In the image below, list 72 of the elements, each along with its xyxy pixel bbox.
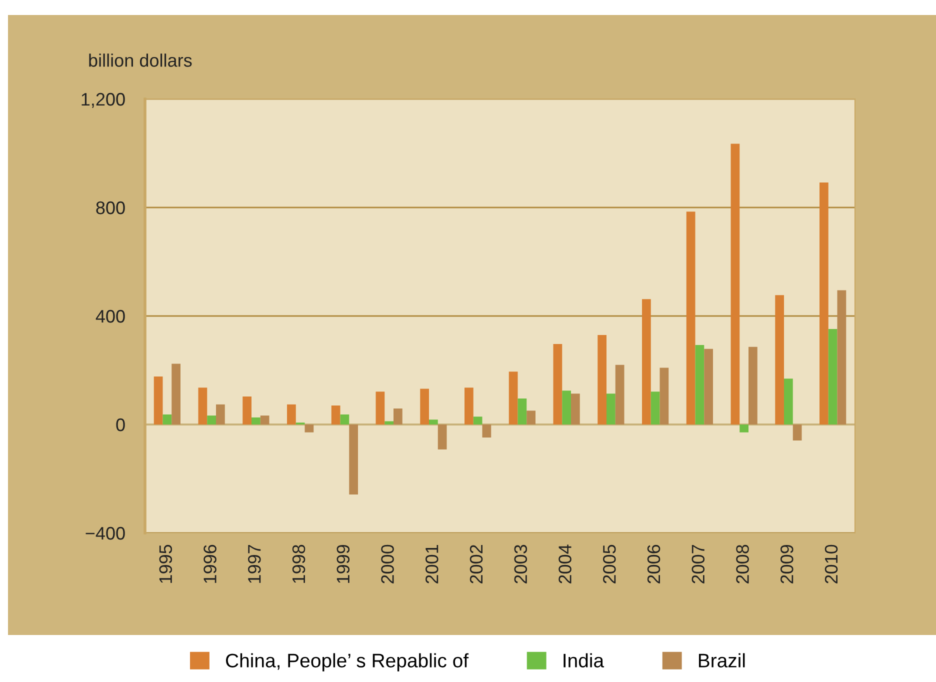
bar [384, 421, 394, 424]
bar [198, 388, 208, 424]
x-tick-label: 1999 [336, 544, 350, 583]
bar [429, 420, 438, 424]
x-tick-label: 2004 [558, 544, 572, 584]
x-tick-label: 2009 [780, 544, 794, 584]
bar [216, 404, 225, 424]
x-tick-label: 2008 [736, 544, 749, 584]
bar [730, 144, 740, 424]
bar [704, 348, 713, 424]
bar [464, 388, 474, 424]
bar [260, 416, 270, 424]
y-tick-label: 800 [96, 201, 125, 214]
x-tick-label: 2001 [426, 544, 438, 584]
bar [376, 392, 385, 424]
bar [340, 414, 350, 424]
x-tick-label: 2002 [470, 545, 483, 584]
x-tick-label: 2005 [603, 544, 616, 584]
x-tick-label: 2000 [381, 544, 394, 584]
bar [650, 392, 660, 424]
bar [686, 212, 696, 424]
y-tick-label: 400 [96, 310, 125, 323]
y-tick-label: 0 [116, 418, 125, 432]
y-tick-label: −400 [86, 526, 125, 540]
bar [331, 406, 340, 424]
bar [473, 416, 482, 424]
bar [792, 424, 802, 441]
x-tick-label: 1997 [248, 545, 261, 583]
bar [526, 410, 536, 424]
bar [518, 398, 527, 424]
bar [828, 329, 838, 424]
bar [252, 417, 260, 424]
bar [482, 424, 492, 438]
bar [606, 394, 616, 424]
x-tick-label: 1998 [292, 544, 306, 583]
legend-label: China, People’ s Repablic of [226, 653, 469, 672]
bar [394, 408, 402, 424]
bar [553, 344, 562, 424]
bar [695, 345, 704, 424]
bar [420, 388, 429, 424]
bar [508, 372, 518, 424]
bar [162, 414, 172, 424]
x-tick-label: 1996 [204, 544, 216, 583]
legend-label: India [564, 653, 604, 668]
bar [304, 424, 314, 432]
bar [660, 368, 669, 424]
bar [615, 364, 624, 424]
bar [740, 424, 748, 432]
bar [287, 404, 296, 424]
bar [154, 376, 163, 424]
bar [172, 364, 180, 424]
bar [642, 299, 651, 424]
bar [748, 346, 758, 424]
y-axis-title: billion dollars [89, 54, 192, 67]
legend-label: Brazil [698, 653, 745, 668]
bar [820, 182, 828, 424]
bar [775, 295, 784, 424]
x-tick-label: 2006 [647, 544, 660, 584]
bar [207, 416, 216, 424]
y-tick-label: 1,200 [82, 92, 125, 108]
bar [562, 390, 571, 424]
x-tick-label: 2003 [514, 544, 528, 584]
bar [598, 334, 606, 424]
bar [438, 424, 447, 450]
x-tick-label: 2007 [692, 545, 705, 584]
bar [571, 394, 580, 424]
x-tick-label: 1995 [159, 544, 172, 583]
bar [242, 396, 252, 424]
bar [784, 378, 793, 424]
x-tick-label: 2010 [824, 544, 838, 584]
bar [349, 424, 358, 494]
bar [837, 290, 846, 424]
